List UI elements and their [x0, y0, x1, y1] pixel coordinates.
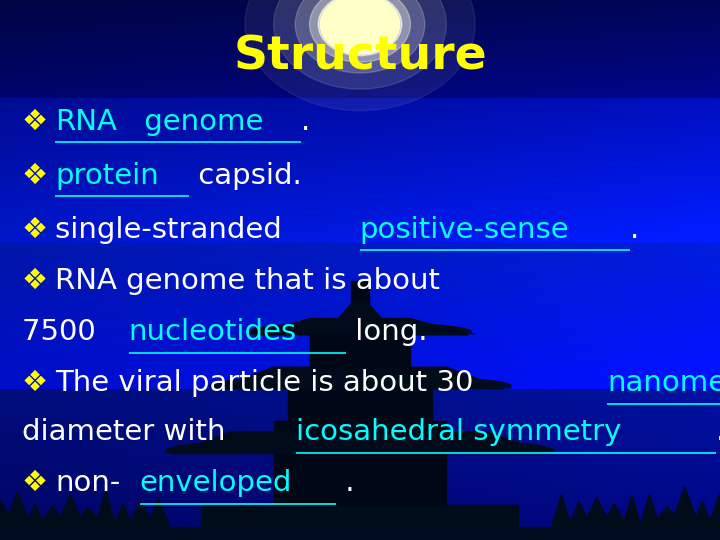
Text: ❖: ❖ — [22, 215, 48, 244]
Text: non-: non- — [55, 469, 120, 497]
Text: RNA: RNA — [55, 107, 117, 136]
Polygon shape — [310, 329, 410, 367]
Polygon shape — [338, 302, 382, 319]
Polygon shape — [623, 495, 641, 526]
Text: RNA genome that is about: RNA genome that is about — [55, 267, 441, 295]
Text: protein: protein — [55, 161, 159, 190]
Text: .: . — [336, 469, 355, 497]
Circle shape — [320, 0, 400, 54]
Polygon shape — [25, 504, 45, 526]
Text: single-stranded: single-stranded — [55, 215, 292, 244]
Text: ❖: ❖ — [22, 107, 48, 136]
Circle shape — [245, 0, 475, 111]
Polygon shape — [38, 507, 68, 526]
Text: icosahedral symmetry: icosahedral symmetry — [296, 418, 621, 446]
Polygon shape — [4, 492, 30, 526]
Circle shape — [295, 0, 425, 73]
Text: nanometres: nanometres — [607, 369, 720, 397]
Circle shape — [318, 0, 402, 56]
Text: ❖: ❖ — [22, 469, 48, 497]
Text: The viral particle is about 30: The viral particle is about 30 — [55, 369, 483, 397]
Text: .: . — [630, 215, 639, 244]
Polygon shape — [113, 504, 133, 526]
Polygon shape — [173, 432, 547, 454]
Polygon shape — [202, 505, 518, 526]
Polygon shape — [57, 495, 84, 526]
Polygon shape — [602, 503, 626, 526]
Text: nucleotides: nucleotides — [129, 318, 297, 346]
Polygon shape — [96, 490, 116, 526]
Polygon shape — [640, 495, 660, 526]
Polygon shape — [693, 501, 712, 526]
Polygon shape — [0, 500, 16, 526]
Circle shape — [274, 0, 446, 89]
Text: enveloped: enveloped — [140, 469, 292, 497]
Text: ❖: ❖ — [22, 267, 48, 295]
Polygon shape — [209, 375, 511, 388]
Text: capsid.: capsid. — [189, 161, 302, 190]
Text: positive-sense: positive-sense — [360, 215, 570, 244]
Text: diameter with: diameter with — [22, 418, 234, 446]
Text: ❖: ❖ — [22, 161, 48, 190]
Polygon shape — [166, 437, 554, 453]
Polygon shape — [552, 495, 571, 526]
Polygon shape — [128, 501, 153, 526]
Polygon shape — [148, 498, 169, 526]
Polygon shape — [0, 526, 720, 540]
Polygon shape — [288, 378, 432, 432]
Polygon shape — [708, 493, 720, 526]
Polygon shape — [252, 319, 468, 335]
Polygon shape — [670, 487, 699, 526]
Polygon shape — [652, 506, 683, 526]
Text: ❖: ❖ — [22, 369, 48, 397]
Text: .: . — [716, 418, 720, 446]
Text: genome: genome — [135, 107, 264, 136]
Polygon shape — [216, 367, 504, 389]
Polygon shape — [568, 501, 590, 526]
Polygon shape — [245, 322, 475, 334]
Polygon shape — [73, 507, 104, 526]
Circle shape — [310, 0, 410, 62]
Text: 7500: 7500 — [22, 318, 104, 346]
Text: .: . — [301, 107, 310, 136]
Text: long.: long. — [346, 318, 427, 346]
Polygon shape — [351, 281, 369, 319]
Polygon shape — [274, 421, 446, 505]
Polygon shape — [582, 498, 611, 526]
Text: Structure: Structure — [233, 34, 487, 79]
